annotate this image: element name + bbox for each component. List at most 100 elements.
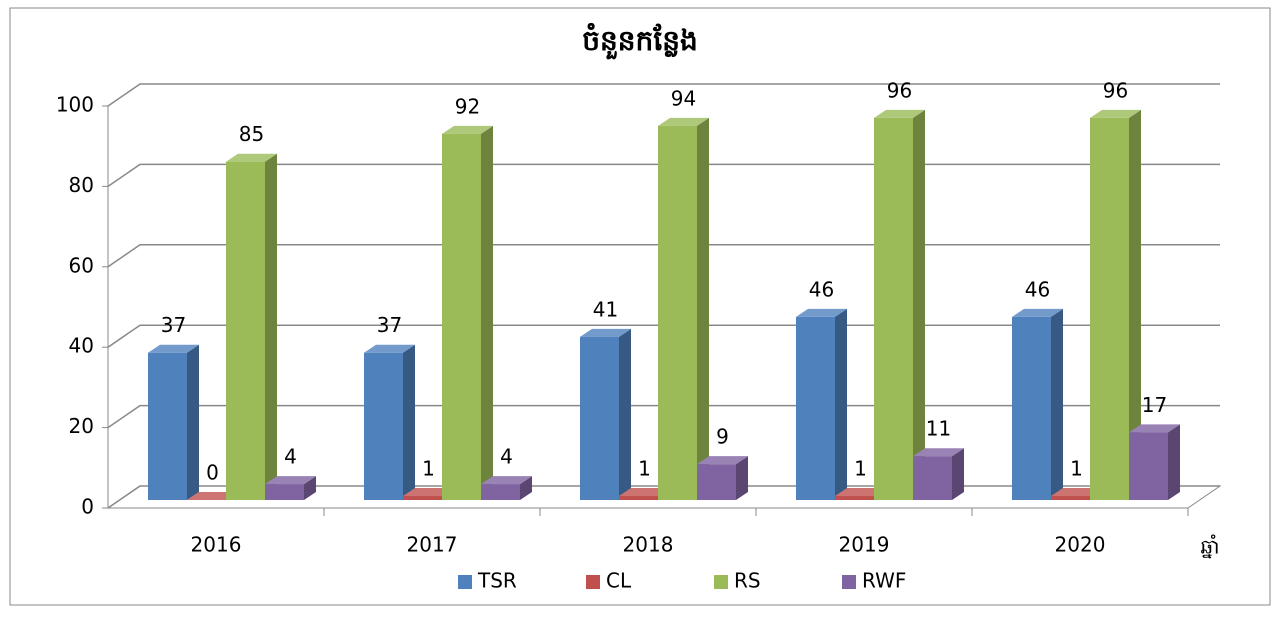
bar-side <box>187 344 199 500</box>
bar <box>796 316 835 500</box>
bar-side <box>265 153 277 500</box>
value-label: 1 <box>638 457 651 481</box>
y-tick-label: 40 <box>69 334 94 358</box>
bar-top <box>796 308 847 317</box>
bar-top <box>403 488 454 497</box>
bar-top <box>580 328 631 337</box>
y-tick-label: 60 <box>69 253 94 277</box>
bar <box>226 161 265 500</box>
value-label: 96 <box>887 78 912 102</box>
bar <box>442 133 481 500</box>
bar-top <box>187 492 238 500</box>
value-label: 41 <box>593 297 618 321</box>
grid-line <box>107 163 1220 188</box>
x-tick-label: 2020 <box>1055 533 1106 557</box>
bar-side <box>403 344 415 500</box>
x-axis-label: ឆ្នាំ <box>1200 534 1219 559</box>
value-label: 0 <box>206 461 219 485</box>
bar-side <box>1051 308 1063 500</box>
bar <box>835 496 874 500</box>
value-label: 37 <box>377 313 402 337</box>
bar-top <box>442 125 493 134</box>
value-label: 37 <box>161 313 186 337</box>
bar-top <box>1090 109 1141 118</box>
x-tick-label: 2019 <box>839 533 890 557</box>
bar-top <box>658 117 709 126</box>
y-tick-label: 80 <box>69 173 94 197</box>
legend-label: RS <box>734 569 761 593</box>
x-tick-label: 2017 <box>407 533 458 557</box>
legend-label: CL <box>606 569 632 593</box>
bar <box>697 464 736 500</box>
value-label: 11 <box>926 417 951 441</box>
value-label: 46 <box>1025 277 1050 301</box>
bar-top <box>874 109 925 118</box>
value-label: 9 <box>716 425 729 449</box>
value-label: 92 <box>455 94 480 118</box>
value-label: 94 <box>671 86 696 110</box>
chart-title: ចំនួនកន្លែង <box>582 22 698 60</box>
bar-side <box>481 125 493 500</box>
bar <box>148 352 187 500</box>
bar-side <box>304 476 316 500</box>
x-tick-label: 2018 <box>623 533 674 557</box>
bar <box>913 456 952 500</box>
value-label: 17 <box>1142 393 1167 417</box>
bar <box>1129 432 1168 500</box>
bar-side <box>619 328 631 500</box>
bar-side <box>520 476 532 500</box>
bar-top <box>619 488 670 497</box>
value-label: 1 <box>422 457 435 481</box>
bar-top <box>913 448 964 457</box>
value-label: 4 <box>500 445 513 469</box>
legend-label: RWF <box>862 569 906 593</box>
bar <box>364 352 403 500</box>
bar <box>1051 496 1090 500</box>
bar-top <box>265 476 316 485</box>
value-label: 4 <box>284 445 297 469</box>
bar <box>481 484 520 500</box>
grid-line <box>107 485 1220 509</box>
bar <box>619 496 658 500</box>
bar <box>1090 117 1129 501</box>
grid-line <box>107 404 1220 429</box>
grid-line <box>107 244 1220 268</box>
y-tick-label: 20 <box>69 414 94 438</box>
chart-border <box>9 7 1271 606</box>
value-label: 46 <box>809 277 834 301</box>
bar-top <box>226 153 277 162</box>
bar-top <box>148 344 199 353</box>
grid-line <box>107 324 1220 348</box>
legend-swatch <box>586 575 600 589</box>
y-tick-label: 100 <box>56 93 94 117</box>
bar-side <box>1168 424 1180 500</box>
bar-top <box>697 456 748 465</box>
grid-line <box>107 83 1220 107</box>
value-label: 1 <box>1070 457 1083 481</box>
bar-side <box>736 456 748 500</box>
y-tick-label: 0 <box>81 495 94 519</box>
bar-top <box>835 488 886 497</box>
bar-top <box>1129 424 1180 433</box>
bar <box>403 496 442 500</box>
legend-swatch <box>714 575 728 589</box>
bar <box>658 125 697 500</box>
bar <box>1012 316 1051 500</box>
bar-side <box>952 448 964 500</box>
bar-top <box>1051 488 1102 497</box>
bar-top <box>1012 308 1063 317</box>
bar-top <box>364 344 415 353</box>
legend-swatch <box>458 575 472 589</box>
x-tick-label: 2016 <box>191 533 242 557</box>
bar <box>265 484 304 500</box>
bar-side <box>697 117 709 500</box>
bar-side <box>835 308 847 500</box>
bar-side <box>1129 109 1141 501</box>
legend-swatch <box>842 575 856 589</box>
value-label: 85 <box>239 122 264 146</box>
value-label: 1 <box>854 457 867 481</box>
bar <box>874 117 913 501</box>
bar-side <box>913 109 925 501</box>
bar-top <box>481 476 532 485</box>
